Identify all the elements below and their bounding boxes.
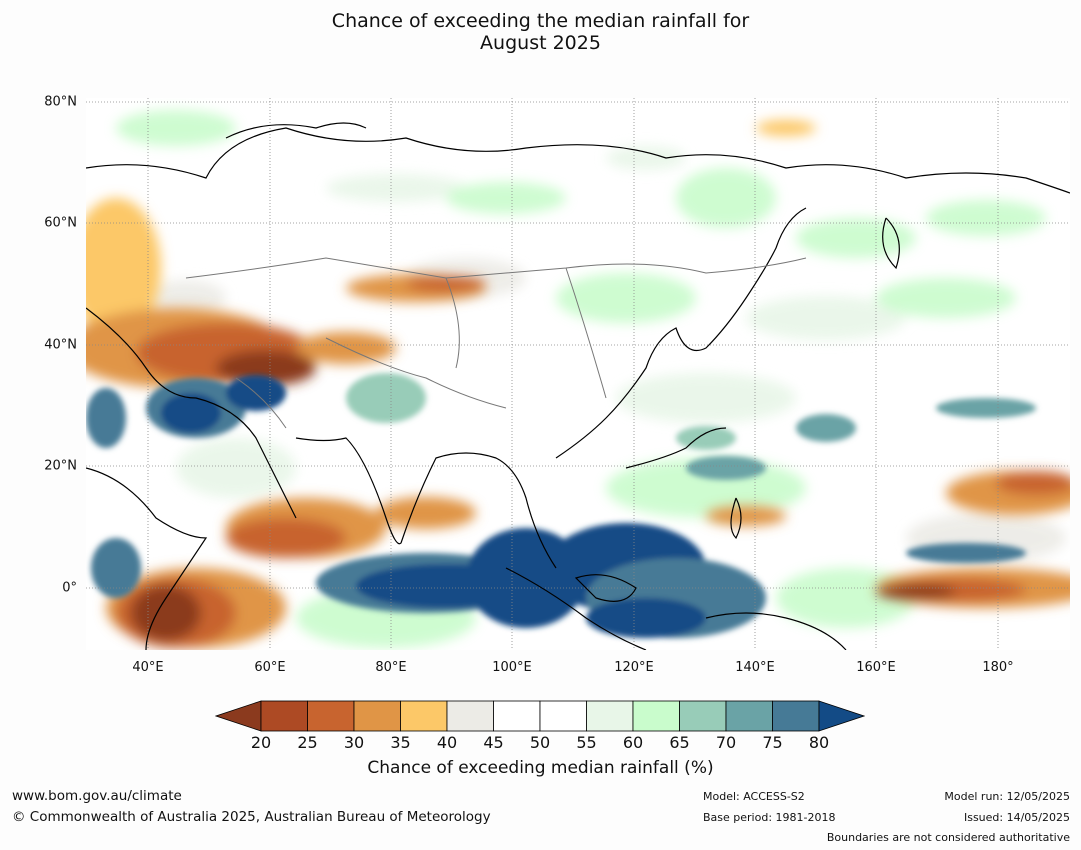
colorbar [215, 700, 865, 732]
colorbar-label: Chance of exceeding median rainfall (%) [367, 758, 714, 778]
lon-label-80e: 80°E [375, 660, 407, 675]
base-period: Base period: 1981-2018 [703, 811, 836, 824]
colorbar-tick-label: 75 [762, 733, 783, 752]
colorbar-tick-label: 40 [436, 733, 458, 752]
coastlines [86, 122, 1070, 650]
lon-label-40e: 40°E [132, 660, 164, 675]
boundaries-disclaimer: Boundaries are not considered authoritat… [826, 831, 1070, 844]
lat-label-80n: 80°N [44, 94, 77, 110]
colorbar-tick-label: 25 [297, 733, 318, 752]
graticule [86, 98, 1070, 650]
colorbar-arrow-high [818, 700, 865, 732]
lon-label-160e: 160°E [856, 660, 896, 675]
colorbar-tick-label: 45 [483, 733, 504, 752]
website-link[interactable]: www.bom.gov.au/climate [12, 788, 182, 804]
colorbar-segment [353, 700, 401, 732]
colorbar-segment [307, 700, 355, 732]
lon-label-120e: 120°E [614, 660, 654, 675]
map-canvas [86, 98, 1070, 650]
above-median-regions [86, 373, 1036, 638]
lat-label-60n: 60°N [44, 215, 77, 231]
title-line-1: Chance of exceeding the median rainfall … [331, 10, 750, 32]
colorbar-tick-label: 80 [808, 733, 830, 752]
lon-label-180: 180° [982, 660, 1014, 675]
colorbar-segment [539, 700, 587, 732]
colorbar-tick-label: 30 [343, 733, 365, 752]
colorbar-tick-label: 20 [250, 733, 272, 752]
colorbar-segment [400, 700, 448, 732]
lat-label-0: 0° [62, 580, 77, 596]
colorbar-segment [260, 700, 308, 732]
map-title: Chance of exceeding the median rainfall … [0, 10, 1081, 54]
colorbar-segment [493, 700, 541, 732]
model-run-date: Model run: 12/05/2025 [944, 790, 1070, 803]
colorbar-tick-label: 35 [390, 733, 411, 752]
lat-label-40n: 40°N [44, 337, 77, 353]
colorbar-segment [679, 700, 727, 732]
title-line-2: August 2025 [480, 32, 601, 54]
rainfall-probability-map [86, 98, 1070, 650]
colorbar-tick-label: 50 [529, 733, 551, 752]
colorbar-tick-label: 55 [576, 733, 597, 752]
colorbar-tick-label: 60 [622, 733, 644, 752]
below-median-regions [86, 120, 1070, 648]
colorbar-segment [446, 700, 494, 732]
lon-label-100e: 100°E [492, 660, 532, 675]
colorbar-tick-label: 65 [669, 733, 690, 752]
colorbar-segment [725, 700, 773, 732]
lon-label-60e: 60°E [254, 660, 286, 675]
colorbar-segment [632, 700, 680, 732]
colorbar-segment [772, 700, 820, 732]
issued-date: Issued: 14/05/2025 [963, 811, 1070, 824]
colorbar-tick-label: 70 [715, 733, 737, 752]
colorbar-segment [586, 700, 634, 732]
lon-label-140e: 140°E [735, 660, 775, 675]
copyright-text: © Commonwealth of Australia 2025, Austra… [12, 809, 491, 825]
model-name: Model: ACCESS-S2 [703, 790, 805, 803]
lat-label-20n: 20°N [44, 458, 77, 474]
country-borders [185, 257, 807, 429]
colorbar-arrow-low [215, 700, 262, 732]
